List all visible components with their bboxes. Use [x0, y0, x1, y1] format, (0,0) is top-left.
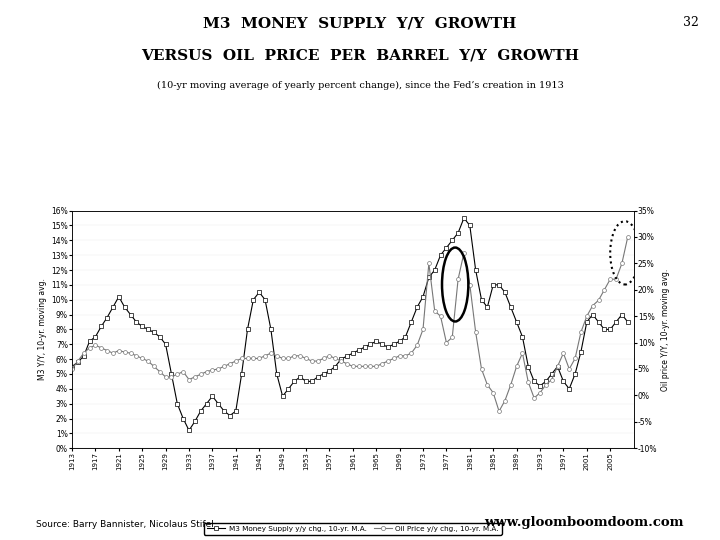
Text: www.gloomboomdoom.com: www.gloomboomdoom.com: [485, 516, 684, 529]
Text: M3  MONEY  SUPPLY  Y/Y  GROWTH: M3 MONEY SUPPLY Y/Y GROWTH: [203, 16, 517, 30]
Legend: M3 Money Supply y/y chg., 10-yr. M.A., Oil Price y/y chg., 10-yr. M.A.: M3 Money Supply y/y chg., 10-yr. M.A., O…: [204, 523, 502, 535]
Y-axis label: M3 Y/Y, 10-yr. moving avg.: M3 Y/Y, 10-yr. moving avg.: [38, 279, 47, 380]
Y-axis label: Oil price Y/Y, 10-yr. moving avg.: Oil price Y/Y, 10-yr. moving avg.: [662, 268, 670, 390]
Text: Source: Barry Bannister, Nicolaus Stifel: Source: Barry Bannister, Nicolaus Stifel: [36, 520, 214, 529]
Text: 32: 32: [683, 16, 698, 29]
Text: VERSUS  OIL  PRICE  PER  BARREL  Y/Y  GROWTH: VERSUS OIL PRICE PER BARREL Y/Y GROWTH: [141, 49, 579, 63]
Text: (10-yr moving average of yearly percent change), since the Fed’s creation in 191: (10-yr moving average of yearly percent …: [156, 81, 564, 90]
